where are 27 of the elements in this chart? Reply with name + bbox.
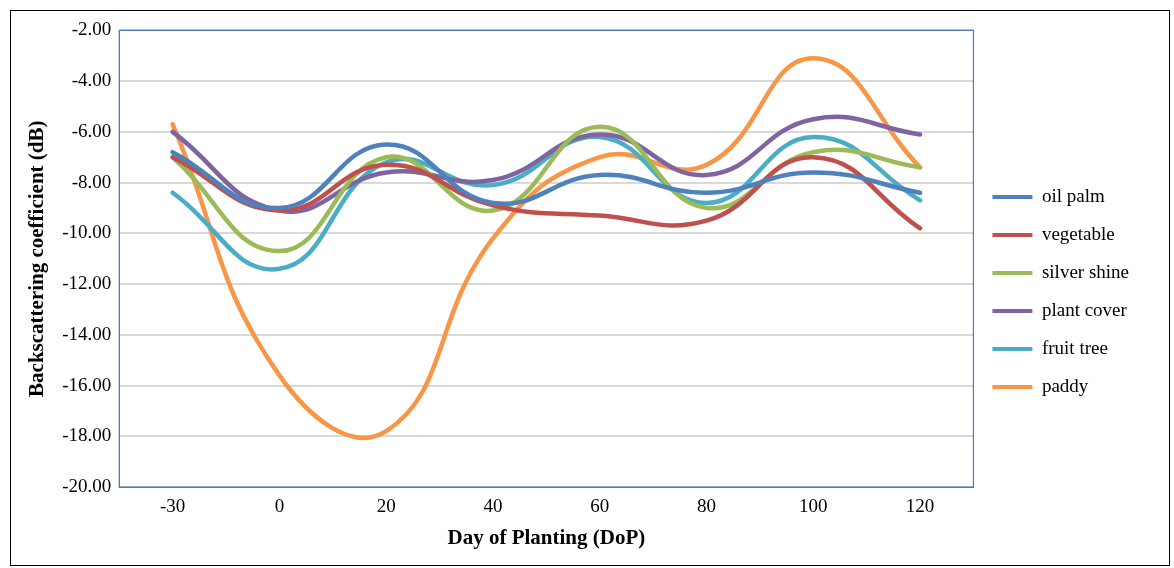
x-tick-label: 40 (483, 495, 503, 517)
x-tick-label: 60 (590, 495, 610, 517)
y-axis-title: Backscattering coefficient (dB) (24, 120, 49, 397)
x-tick-label: 20 (376, 495, 396, 517)
line-series (170, 142, 923, 211)
y-tick-label: -4.00 (71, 69, 112, 91)
legend-label: fruit tree (1041, 336, 1108, 358)
x-tick-label: 0 (274, 495, 285, 517)
x-axis-title: Day of Planting (DoP) (447, 524, 646, 549)
y-tick-label: -18.00 (62, 424, 112, 446)
y-tick-label: -2.00 (71, 18, 112, 40)
x-tick-label: 100 (799, 495, 828, 517)
legend-label: paddy (1041, 374, 1089, 396)
y-tick-label: -16.00 (62, 373, 112, 395)
y-tick-label: -6.00 (71, 119, 112, 141)
legend-label: oil palm (1041, 184, 1105, 206)
y-tick-label: -14.00 (62, 322, 112, 344)
x-tick-label: -30 (160, 495, 186, 517)
legend-label: silver shine (1041, 260, 1130, 282)
x-tick-label: 120 (905, 495, 935, 517)
legend-label: plant cover (1041, 298, 1128, 320)
y-tick-label: -12.00 (62, 272, 112, 294)
y-tick-label: -10.00 (62, 221, 112, 243)
legend-label: vegetable (1041, 222, 1115, 244)
y-tick-label: -8.00 (71, 170, 112, 192)
x-tick-label: 80 (697, 495, 717, 517)
y-tick-label: -20.00 (62, 474, 112, 496)
